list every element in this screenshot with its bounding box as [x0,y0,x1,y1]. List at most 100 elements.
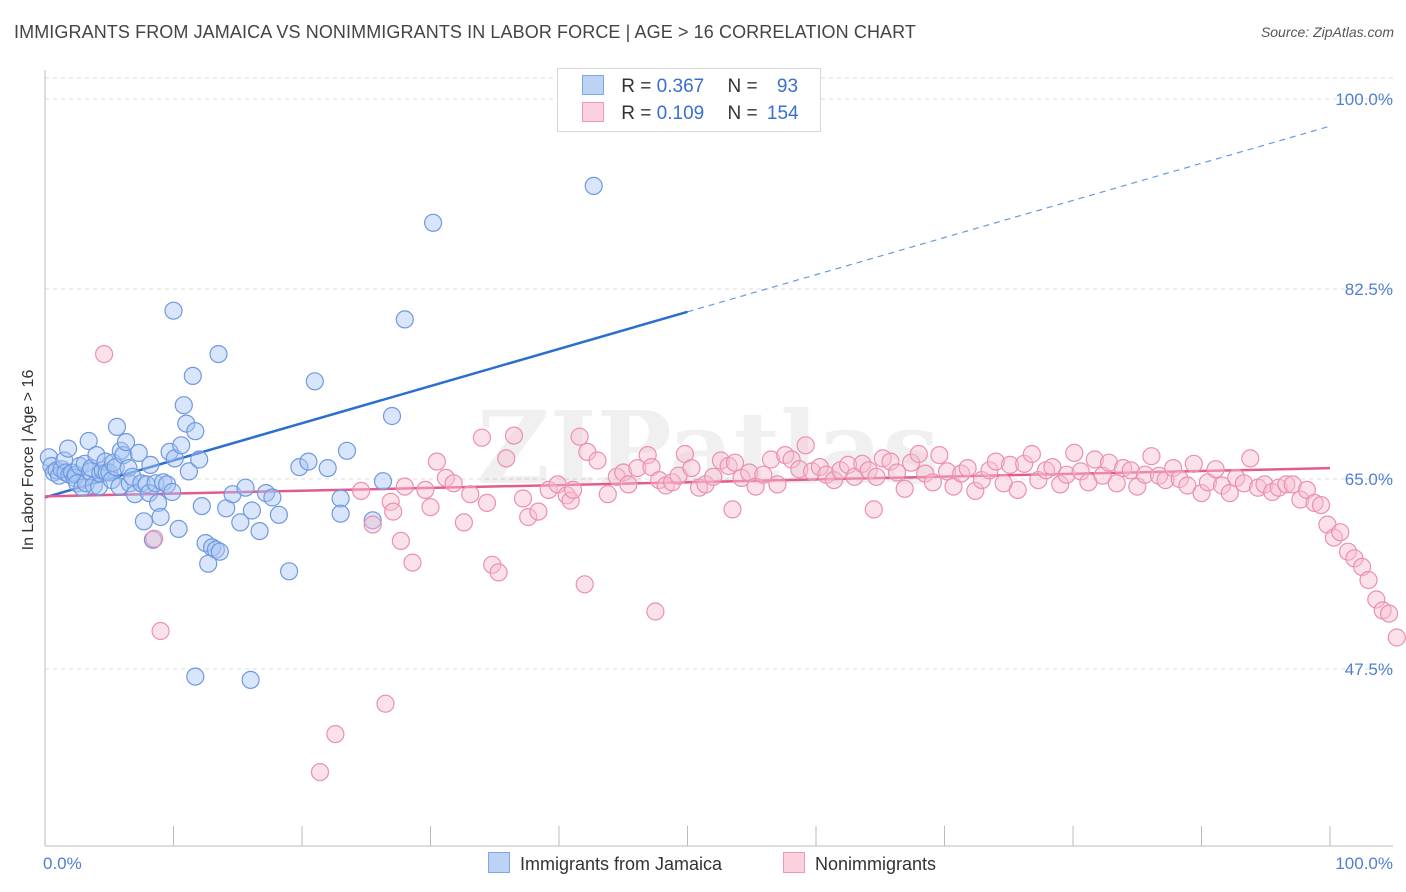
data-point [1352,557,1372,577]
data-point [337,441,357,460]
data-point [1008,480,1027,499]
y-tick-label: 82.5% [1345,280,1393,299]
data-point [1099,453,1119,472]
data-point [930,446,949,465]
data-point [141,455,160,474]
legend-n-label: N = [727,103,758,124]
data-point [169,519,188,539]
data-point [444,474,463,493]
data-point [923,473,943,492]
data-point [391,531,410,551]
data-point [575,575,594,594]
data-point [183,366,202,385]
data-point [754,465,773,484]
data-point [1379,604,1399,623]
data-point [704,467,723,486]
data-point [174,396,193,415]
data-point [638,446,657,465]
data-point [209,345,228,364]
legend-swatch-nonimmigrants [582,102,604,122]
chart-title: IMMIGRANTS FROM JAMAICA VS NONIMMIGRANTS… [14,22,917,42]
data-point [151,621,170,641]
data-point [1192,484,1211,503]
data-point [768,475,787,494]
data-point [483,555,502,574]
data-point [186,422,205,441]
data-point [881,452,900,471]
data-point [421,498,440,517]
series-label-nonimmigrants: Nonimmigrants [815,854,937,874]
data-point [958,459,977,478]
data-point [461,485,480,504]
data-point [1029,471,1048,490]
data-point [231,513,250,532]
y-axis-label: In Labor Force | Age > 16 [20,370,37,551]
data-point [269,505,288,524]
data-point [614,463,633,482]
data-point [382,406,402,426]
data-point [570,427,589,446]
series-label-jamaica: Immigrants from Jamaica [520,854,723,874]
data-point [853,454,872,473]
data-point [1164,459,1183,478]
source-credit: Source: ZipAtlas.com [1260,24,1394,40]
data-point [172,436,191,455]
data-point [761,450,781,469]
data-point [682,459,701,478]
data-point [186,667,205,686]
data-point [310,762,330,782]
series-legend-nonimmigrants: Nonimmigrants [783,852,936,875]
data-point [1291,490,1310,509]
data-point [1220,484,1239,503]
data-point [376,694,395,713]
data-point [867,467,886,486]
y-tick-label: 47.5% [1345,660,1393,679]
trend-line-jamaica-extension [687,125,1331,313]
data-point [782,450,801,469]
data-point [646,602,665,621]
series-legend-jamaica: Immigrants from Jamaica [488,852,722,875]
trend-line-jamaica [44,310,688,499]
data-point [1277,475,1296,494]
data-point [123,467,142,486]
data-point [972,471,991,490]
data-point [588,451,607,470]
data-point [1022,444,1042,464]
data-point [263,488,282,507]
data-point [1311,496,1331,515]
data-point [1387,628,1406,647]
data-point [395,477,414,496]
data-point [887,463,907,482]
data-point [384,502,403,521]
data-point [1000,455,1020,474]
data-point [416,480,435,499]
data-point [241,670,260,690]
data-point [363,511,382,530]
data-point [539,480,558,499]
data-point [519,507,538,527]
legend-swatch-jamaica [582,75,604,95]
data-point [143,530,162,549]
data-point [662,473,682,492]
data-point [619,475,638,494]
data-point [1206,460,1225,479]
legend-r-label: R = [621,76,652,97]
correlation-legend: R = 0.367 N = 93 R = 0.109 N = 154 [557,68,821,132]
data-point [1338,542,1358,561]
data-point [628,459,647,478]
legend-r-value: 0.109 [656,103,705,124]
data-point [280,562,299,581]
data-point [403,553,422,572]
data-point [513,489,533,508]
data-point [331,504,350,523]
data-point [107,417,127,436]
data-point [1184,454,1203,473]
data-point [164,301,183,320]
series-nonimmigrants-points [94,345,1406,782]
data-point [210,542,229,561]
data-point [125,485,144,504]
data-point [864,500,883,519]
data-point [1057,465,1076,484]
data-point [1065,443,1084,462]
data-point [1015,454,1034,473]
